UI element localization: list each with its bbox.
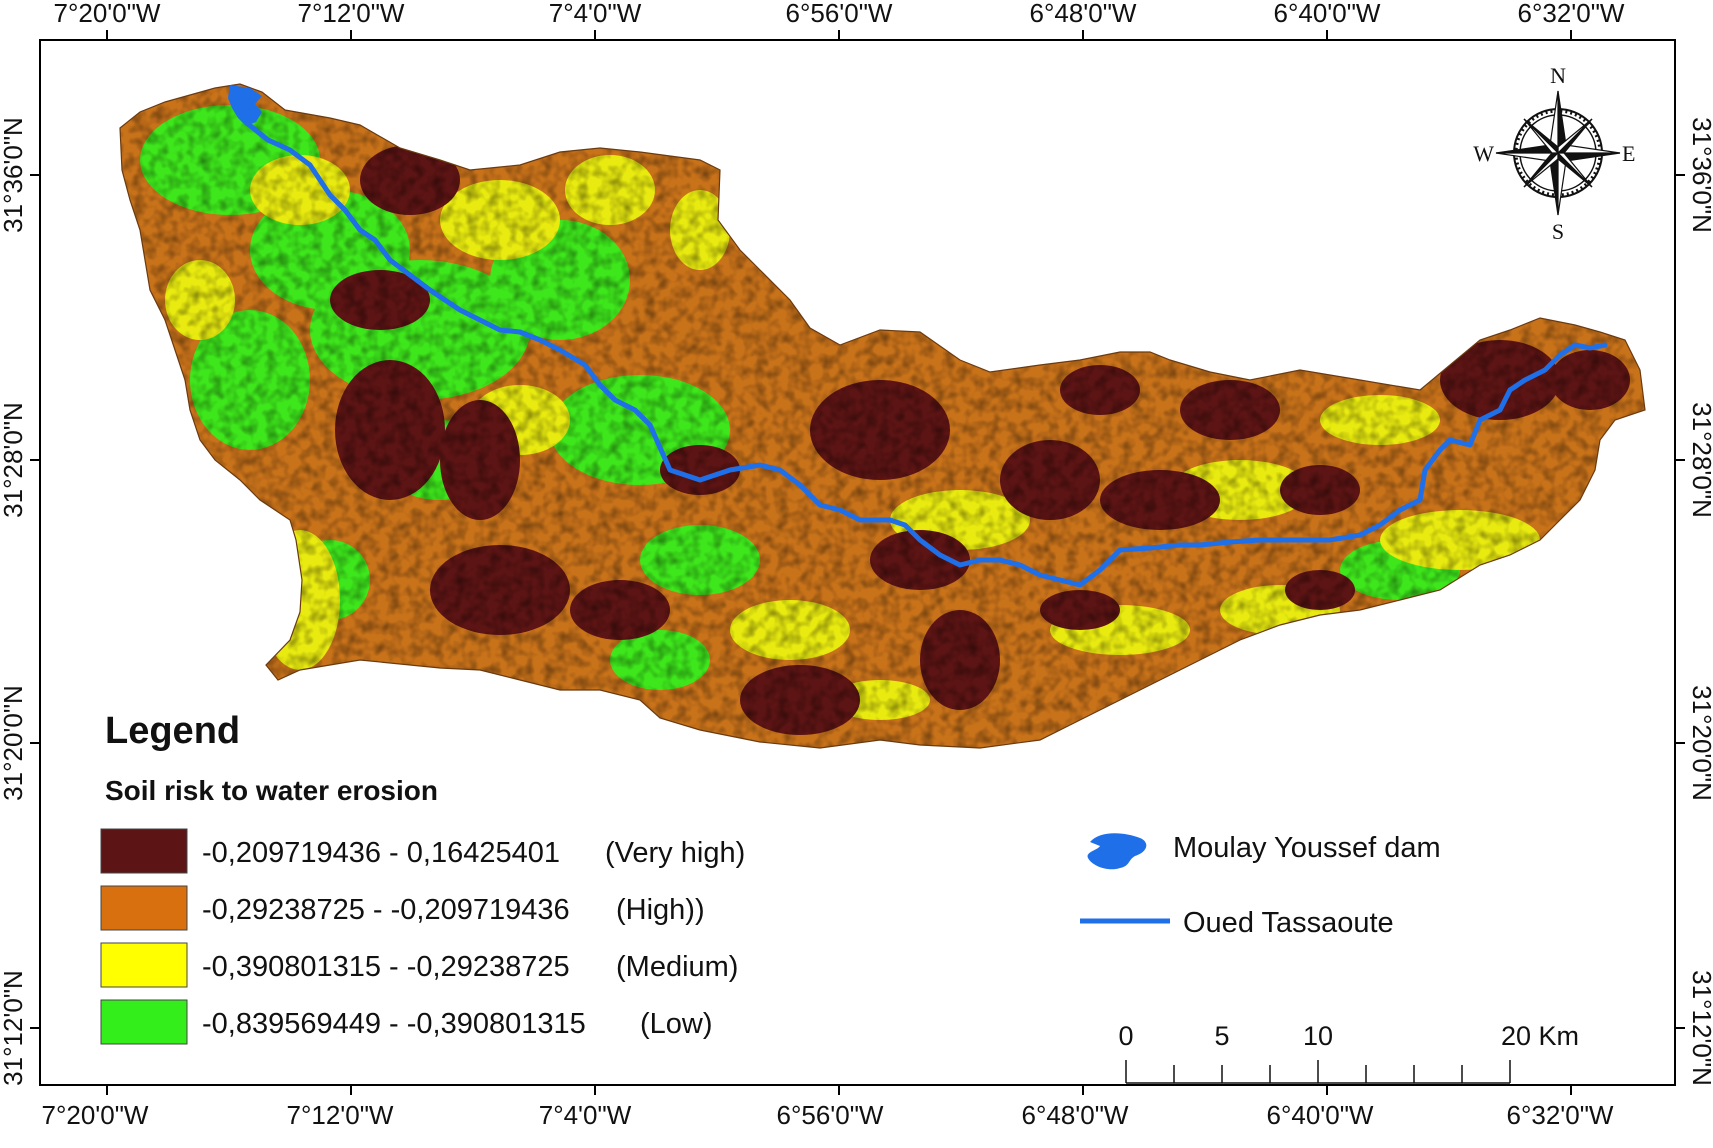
legend-title: Legend — [105, 710, 240, 752]
dam-reservoir — [228, 85, 262, 126]
legend-item: -0,209719436 - 0,16425401 (Very high) — [100, 828, 745, 874]
left-lat-label: 31°28'0"N — [0, 402, 28, 518]
legend-class-label: (Low) — [640, 1008, 713, 1040]
bottom-lon-label: 7°12'0"W — [287, 1100, 394, 1130]
compass-east-label: E — [1622, 141, 1635, 166]
left-lat-label: 31°12'0"N — [0, 970, 28, 1086]
bottom-lon-label: 6°32'0"W — [1507, 1100, 1614, 1130]
right-lat-label: 31°20'0"N — [1687, 685, 1713, 801]
legend-item: -0,390801315 - -0,29238725 (Medium) — [100, 942, 738, 988]
top-lon-label: 6°56'0"W — [786, 0, 893, 28]
top-lon-label: 6°40'0"W — [1274, 0, 1381, 28]
scale-label: 0 — [1118, 1021, 1133, 1051]
compass-north-label: N — [1550, 63, 1566, 88]
legend-class-label: (High)) — [616, 894, 705, 926]
river-label: Oued Tassaoute — [1183, 907, 1394, 939]
bottom-lon-label: 7°4'0"W — [539, 1100, 632, 1130]
top-lon-label: 7°20'0"W — [54, 0, 161, 28]
right-lat-label: 31°36'0"N — [1687, 117, 1713, 233]
left-lat-label: 31°20'0"N — [0, 685, 28, 801]
compass-west-label: W — [1473, 141, 1494, 166]
scale-bar: 0 5 10 20 Km — [1118, 1021, 1579, 1084]
right-lat-label: 31°12'0"N — [1687, 970, 1713, 1086]
legend-river-item: Oued Tassaoute — [1080, 907, 1394, 939]
legend-swatch-very-high — [100, 828, 188, 874]
left-lat-label: 31°36'0"N — [0, 117, 28, 233]
basin-outline — [119, 83, 1646, 749]
legend-swatch-medium — [100, 942, 188, 988]
legend: Legend Soil risk to water erosion -0,209… — [100, 710, 1441, 1045]
dam-label: Moulay Youssef dam — [1173, 832, 1441, 864]
top-longitude-labels: 7°20'0"W 7°12'0"W 7°4'0"W 6°56'0"W 6°48'… — [54, 0, 1625, 28]
legend-swatch-high — [100, 885, 188, 931]
top-lon-label: 7°4'0"W — [549, 0, 642, 28]
compass-south-label: S — [1552, 219, 1564, 244]
top-lon-label: 7°12'0"W — [298, 0, 405, 28]
scale-label: 5 — [1214, 1021, 1229, 1051]
bottom-lon-label: 6°56'0"W — [777, 1100, 884, 1130]
legend-range-label: -0,839569449 - -0,390801315 — [202, 1008, 586, 1040]
legend-item: -0,29238725 - -0,209719436 (High)) — [100, 885, 705, 931]
north-arrow-compass: N S E W — [1473, 63, 1635, 244]
bottom-lon-label: 6°48'0"W — [1022, 1100, 1129, 1130]
bottom-longitude-labels: 7°20'0"W 7°12'0"W 7°4'0"W 6°56'0"W 6°48'… — [42, 1100, 1614, 1130]
left-latitude-labels: 31°36'0"N 31°28'0"N 31°20'0"N 31°12'0"N — [0, 117, 28, 1086]
legend-class-label: (Very high) — [605, 837, 745, 869]
top-lon-label: 6°32'0"W — [1518, 0, 1625, 28]
right-lat-label: 31°28'0"N — [1687, 402, 1713, 518]
legend-range-label: -0,390801315 - -0,29238725 — [202, 951, 570, 983]
right-latitude-labels: 31°36'0"N 31°28'0"N 31°20'0"N 31°12'0"N — [1687, 117, 1713, 1086]
legend-subtitle: Soil risk to water erosion — [105, 775, 438, 806]
legend-range-label: -0,209719436 - 0,16425401 — [202, 837, 560, 869]
frame-ticks — [30, 30, 1685, 1095]
bottom-lon-label: 7°20'0"W — [42, 1100, 149, 1130]
dam-symbol-icon — [1087, 833, 1147, 870]
legend-swatch-low — [100, 999, 188, 1045]
top-lon-label: 6°48'0"W — [1030, 0, 1137, 28]
legend-range-label: -0,29238725 - -0,209719436 — [202, 894, 570, 926]
scale-label: 10 — [1303, 1021, 1333, 1051]
bottom-lon-label: 6°40'0"W — [1267, 1100, 1374, 1130]
legend-dam-item: Moulay Youssef dam — [1087, 832, 1441, 870]
legend-item: -0,839569449 - -0,390801315 (Low) — [100, 999, 713, 1045]
scale-label: 20 Km — [1501, 1021, 1579, 1051]
river-line — [245, 121, 1608, 588]
legend-class-label: (Medium) — [616, 951, 738, 983]
